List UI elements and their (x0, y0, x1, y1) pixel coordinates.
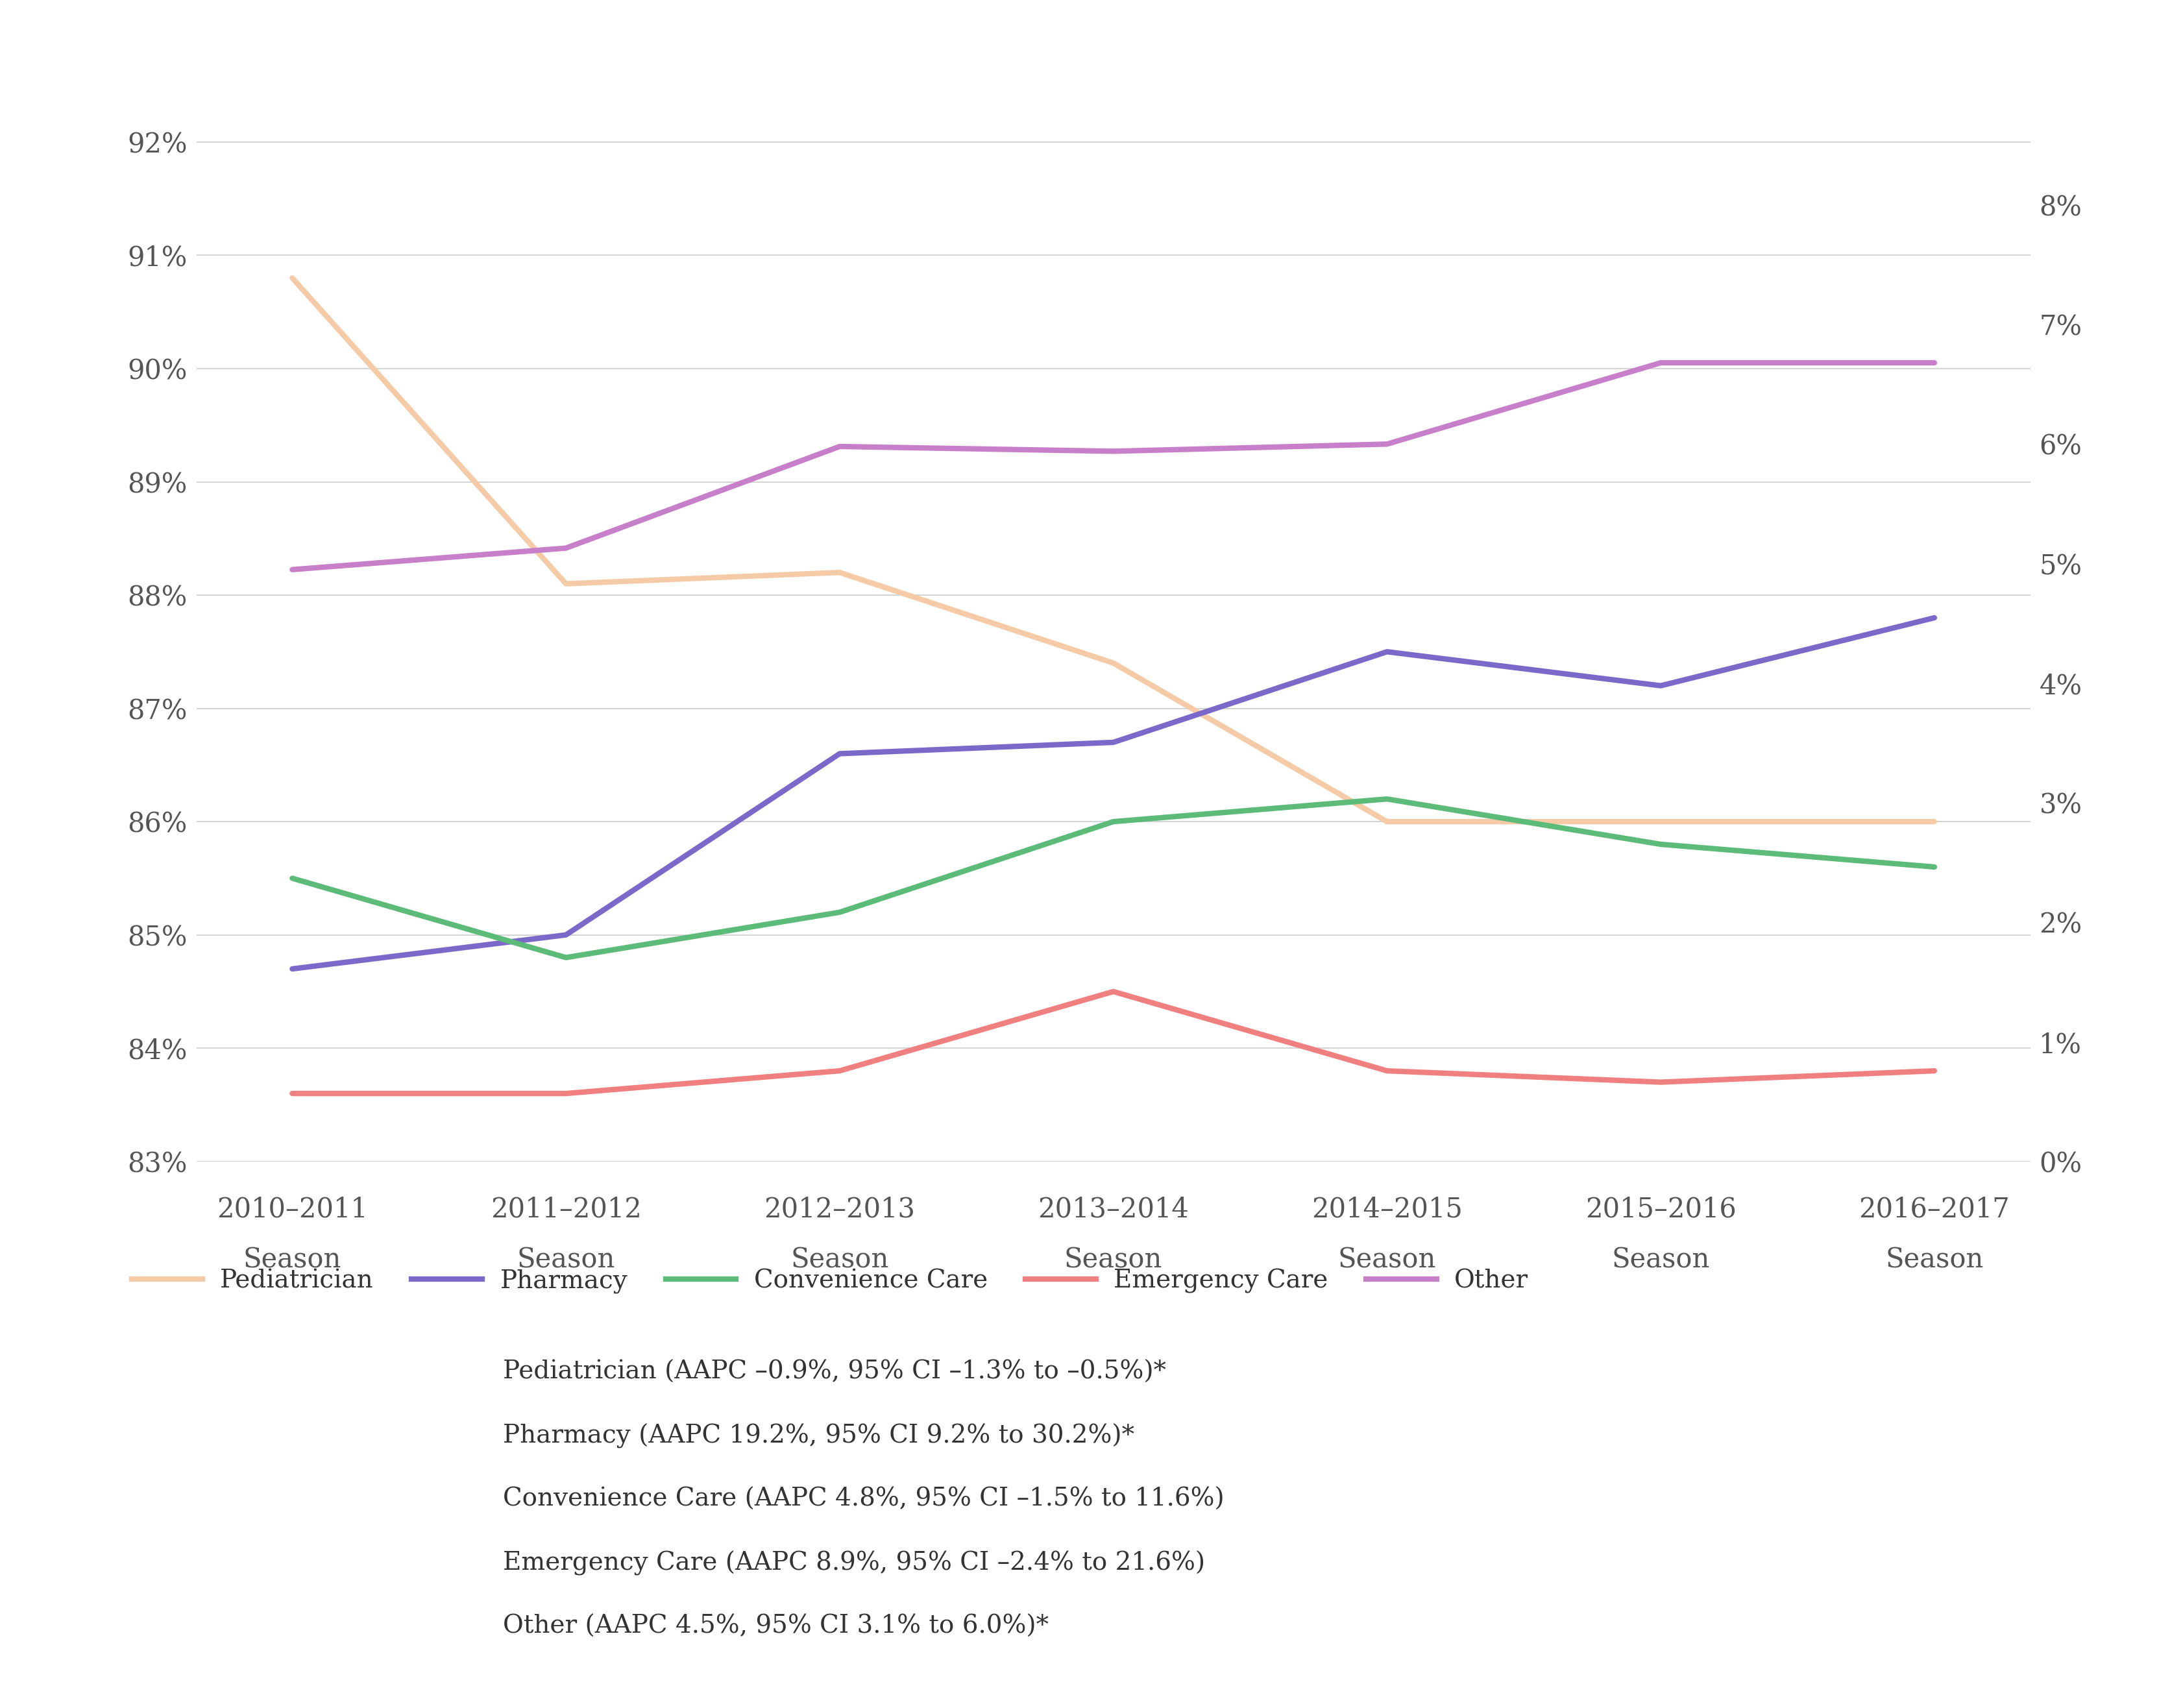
Text: 2012–2013: 2012–2013 (764, 1196, 915, 1223)
Text: Season: Season (517, 1247, 616, 1274)
Text: Season: Season (1611, 1247, 1709, 1274)
Text: 2010–2011: 2010–2011 (216, 1196, 367, 1223)
Text: Season: Season (1065, 1247, 1161, 1274)
Text: 2013–2014: 2013–2014 (1037, 1196, 1190, 1223)
Text: Pediatrician (AAPC –0.9%, 95% CI –1.3% to –0.5%)*

Pharmacy (AAPC 19.2%, 95% CI : Pediatrician (AAPC –0.9%, 95% CI –1.3% t… (502, 1360, 1225, 1638)
Legend: Pediatrician, Pharmacy, Convenience Care, Emergency Care, Other: Pediatrician, Pharmacy, Convenience Care… (122, 1259, 1539, 1303)
Text: Season: Season (242, 1247, 341, 1274)
Text: Season: Season (790, 1247, 888, 1274)
Text: 2011–2012: 2011–2012 (491, 1196, 642, 1223)
Text: Season: Season (1886, 1247, 1984, 1274)
Text: 2015–2016: 2015–2016 (1585, 1196, 1735, 1223)
Text: 2016–2017: 2016–2017 (1860, 1196, 2011, 1223)
Text: Season: Season (1338, 1247, 1436, 1274)
Text: 2014–2015: 2014–2015 (1312, 1196, 1463, 1223)
